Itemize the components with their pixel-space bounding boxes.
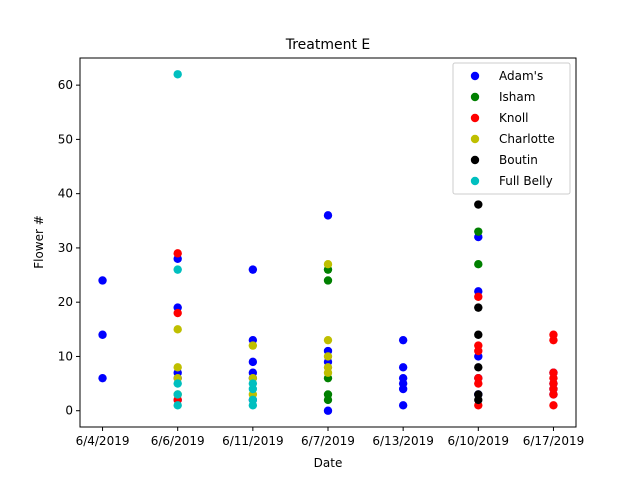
- x-tick-label: 6/7/2019: [301, 434, 355, 448]
- data-point: [248, 357, 258, 367]
- data-point: [323, 260, 333, 269]
- y-tick-label: 20: [58, 295, 73, 309]
- data-point: [474, 379, 483, 388]
- data-point: [248, 384, 258, 394]
- y-tick-label: 40: [58, 187, 73, 201]
- data-point: [248, 265, 258, 274]
- legend-marker: [470, 134, 480, 144]
- data-point: [549, 401, 558, 410]
- data-point: [173, 249, 182, 258]
- data-point: [474, 346, 483, 356]
- x-tick-label: 6/13/2019: [372, 434, 434, 448]
- data-point: [248, 341, 258, 350]
- x-tick-label: 6/11/2019: [222, 434, 284, 448]
- y-axis-label: Flower #: [32, 215, 46, 269]
- data-point: [173, 325, 182, 334]
- data-point: [173, 70, 182, 79]
- y-tick-label: 50: [58, 132, 73, 146]
- data-points: [98, 70, 558, 415]
- data-point: [98, 330, 107, 339]
- data-point: [474, 330, 483, 339]
- legend-label: Isham: [499, 90, 535, 104]
- data-point: [398, 363, 408, 372]
- y-tick-label: 10: [58, 349, 73, 363]
- data-point: [398, 335, 408, 345]
- y-tick-label: 30: [58, 241, 73, 255]
- data-point: [173, 379, 182, 388]
- legend-label: Full Belly: [499, 174, 553, 188]
- y-tick-label: 0: [65, 404, 73, 418]
- data-point: [323, 352, 333, 361]
- data-point: [474, 200, 483, 209]
- data-point: [398, 384, 408, 394]
- legend-label: Knoll: [499, 111, 528, 125]
- x-tick-label: 6/17/2019: [523, 434, 585, 448]
- legend: Adam's Isham Knoll Charlotte Boutin Full Bell…: [452, 62, 571, 195]
- data-point: [474, 227, 483, 236]
- legend-box: [452, 62, 571, 195]
- legend-marker: [470, 155, 480, 165]
- y-axis: 0 10 20 30 40 50 60: [58, 78, 80, 418]
- x-axis: 6/4/2019 6/6/2019 6/11/2019 6/7/2019 6/13/20…: [76, 427, 585, 448]
- x-tick-label: 6/10/2019: [448, 434, 510, 448]
- data-point: [474, 395, 483, 405]
- data-point: [173, 265, 182, 274]
- data-point: [98, 373, 107, 383]
- data-point: [323, 406, 333, 415]
- data-point: [173, 308, 182, 318]
- x-tick-label: 6/4/2019: [76, 434, 130, 448]
- legend-marker: [470, 71, 480, 81]
- data-point: [323, 395, 333, 405]
- data-point: [398, 401, 408, 410]
- data-point: [173, 390, 182, 399]
- legend-label: Adam's: [499, 69, 543, 83]
- legend-label: Boutin: [499, 153, 538, 167]
- y-tick-label: 60: [58, 78, 73, 92]
- x-tick-label: 6/6/2019: [151, 434, 205, 448]
- data-point: [173, 363, 182, 372]
- data-point: [549, 335, 558, 345]
- x-axis-label: Date: [314, 456, 343, 470]
- legend-marker: [470, 92, 480, 102]
- data-point: [323, 211, 333, 220]
- data-point: [323, 335, 333, 345]
- data-point: [323, 276, 333, 285]
- data-point: [173, 401, 182, 410]
- data-point: [474, 292, 483, 301]
- data-point: [474, 363, 483, 372]
- legend-label: Charlotte: [499, 132, 555, 146]
- data-point: [474, 260, 483, 269]
- data-point: [248, 401, 258, 410]
- data-point: [98, 276, 107, 285]
- legend-marker: [470, 176, 480, 186]
- data-point: [474, 303, 483, 312]
- legend-marker: [470, 113, 480, 123]
- data-point: [549, 390, 558, 399]
- data-point: [323, 368, 333, 377]
- chart-title: Treatment E: [285, 37, 371, 53]
